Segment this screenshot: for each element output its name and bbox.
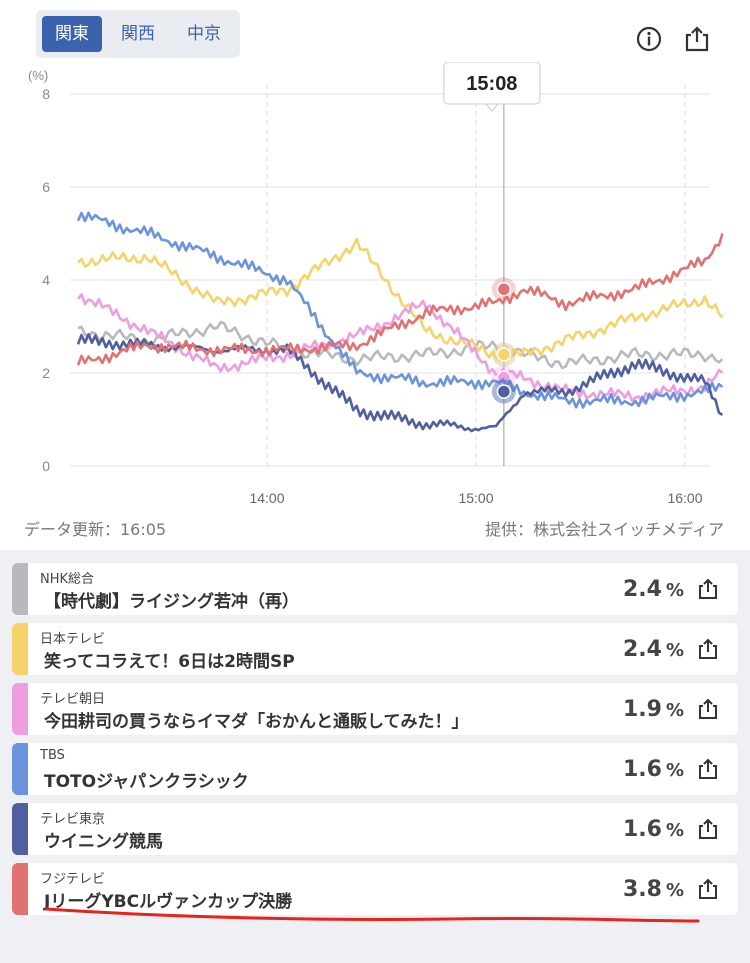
channel-name: TBS (40, 748, 65, 763)
tab-kansai[interactable]: 関西 (121, 24, 155, 44)
cursor-tooltip-arrow (484, 103, 499, 112)
rating-value: 2.4% (622, 577, 684, 602)
channel-name: NHK総合 (40, 572, 95, 587)
share-icon[interactable] (696, 697, 720, 721)
rating-value: 3.8% (622, 877, 684, 902)
channel-color-bar (12, 683, 28, 735)
series-line (77, 320, 724, 370)
y-tick-label: 2 (42, 365, 50, 381)
list-item[interactable]: テレビ東京 ウイニング競馬 1.6% (12, 803, 738, 855)
share-icon[interactable] (696, 757, 720, 781)
share-icon[interactable] (696, 817, 720, 841)
channel-color-bar (12, 803, 28, 855)
series-marker (496, 347, 512, 362)
y-axis-label: (%) (28, 68, 48, 83)
series-line (77, 237, 724, 362)
y-tick-label: 4 (42, 272, 50, 288)
series-line (76, 333, 724, 433)
list-item[interactable]: テレビ朝日 今田耕司の買うならイマダ「おかんと通販してみた！」 1.9% (12, 683, 738, 735)
y-tick-label: 6 (42, 179, 50, 195)
channel-name: テレビ朝日 (40, 692, 106, 707)
channel-color-bar (12, 743, 28, 795)
y-tick-label: 8 (42, 86, 50, 102)
share-icon[interactable] (696, 877, 720, 901)
series-line (76, 211, 724, 409)
top-bar: 関東 関西 中京 (0, 0, 750, 62)
share-icon[interactable] (696, 637, 720, 661)
x-tick-label: 16:00 (667, 490, 702, 506)
series-marker (496, 384, 512, 399)
program-title: 【時代劇】ライジング若冲（再） (44, 592, 299, 612)
region-selector: 関東 関西 中京 (36, 10, 240, 58)
program-title: ウイニング競馬 (44, 832, 163, 852)
tab-chukyo[interactable]: 中京 (187, 24, 221, 44)
program-title: TOTOジャパンクラシック (44, 772, 249, 792)
chart-svg: 0 2 4 6 8 (%) 14:00 15:00 16:00 15:08 (28, 61, 724, 506)
update-time: データ更新：16:05 (24, 520, 167, 539)
series-line (76, 233, 724, 366)
channel-color-bar (12, 623, 28, 675)
tab-kanto[interactable]: 関東 (42, 16, 102, 52)
channel-name: 日本テレビ (40, 632, 106, 647)
source-credit: 提供：株式会社スイッチメディア (485, 520, 724, 539)
channel-name: フジテレビ (40, 872, 106, 887)
program-title: JリーグYBCルヴァンカップ決勝 (44, 892, 293, 912)
x-tick-label: 15:00 (458, 490, 493, 506)
share-icon[interactable] (682, 24, 712, 54)
rating-value: 1.6% (622, 757, 684, 782)
program-title: 笑ってコラえて！6日は2時間SP (44, 652, 295, 672)
list-item[interactable]: TBS TOTOジャパンクラシック 1.6% (12, 743, 738, 795)
channel-color-bar (12, 563, 28, 615)
list-item[interactable]: フジテレビ JリーグYBCルヴァンカップ決勝 3.8% (12, 863, 738, 915)
cursor-time-label: 15:08 (466, 73, 517, 95)
channel-name: テレビ東京 (40, 812, 106, 827)
series-marker (496, 282, 512, 297)
x-tick-label: 14:00 (249, 490, 284, 506)
list-item[interactable]: NHK総合 【時代劇】ライジング若冲（再） 2.4% (12, 563, 738, 615)
list-item[interactable]: 日本テレビ 笑ってコラえて！6日は2時間SP 2.4% (12, 623, 738, 675)
program-title: 今田耕司の買うならイマダ「おかんと通販してみた！」 (44, 712, 469, 732)
rating-chart[interactable]: 0 2 4 6 8 (%) 14:00 15:00 16:00 15:08 (0, 61, 750, 550)
rating-value: 1.9% (622, 697, 684, 722)
y-tick-label: 0 (42, 458, 50, 474)
rating-value: 1.6% (622, 817, 684, 842)
info-icon[interactable] (634, 24, 664, 54)
channel-color-bar (12, 863, 28, 915)
rating-value: 2.4% (622, 637, 684, 662)
share-icon[interactable] (696, 577, 720, 601)
series-line (76, 293, 724, 404)
